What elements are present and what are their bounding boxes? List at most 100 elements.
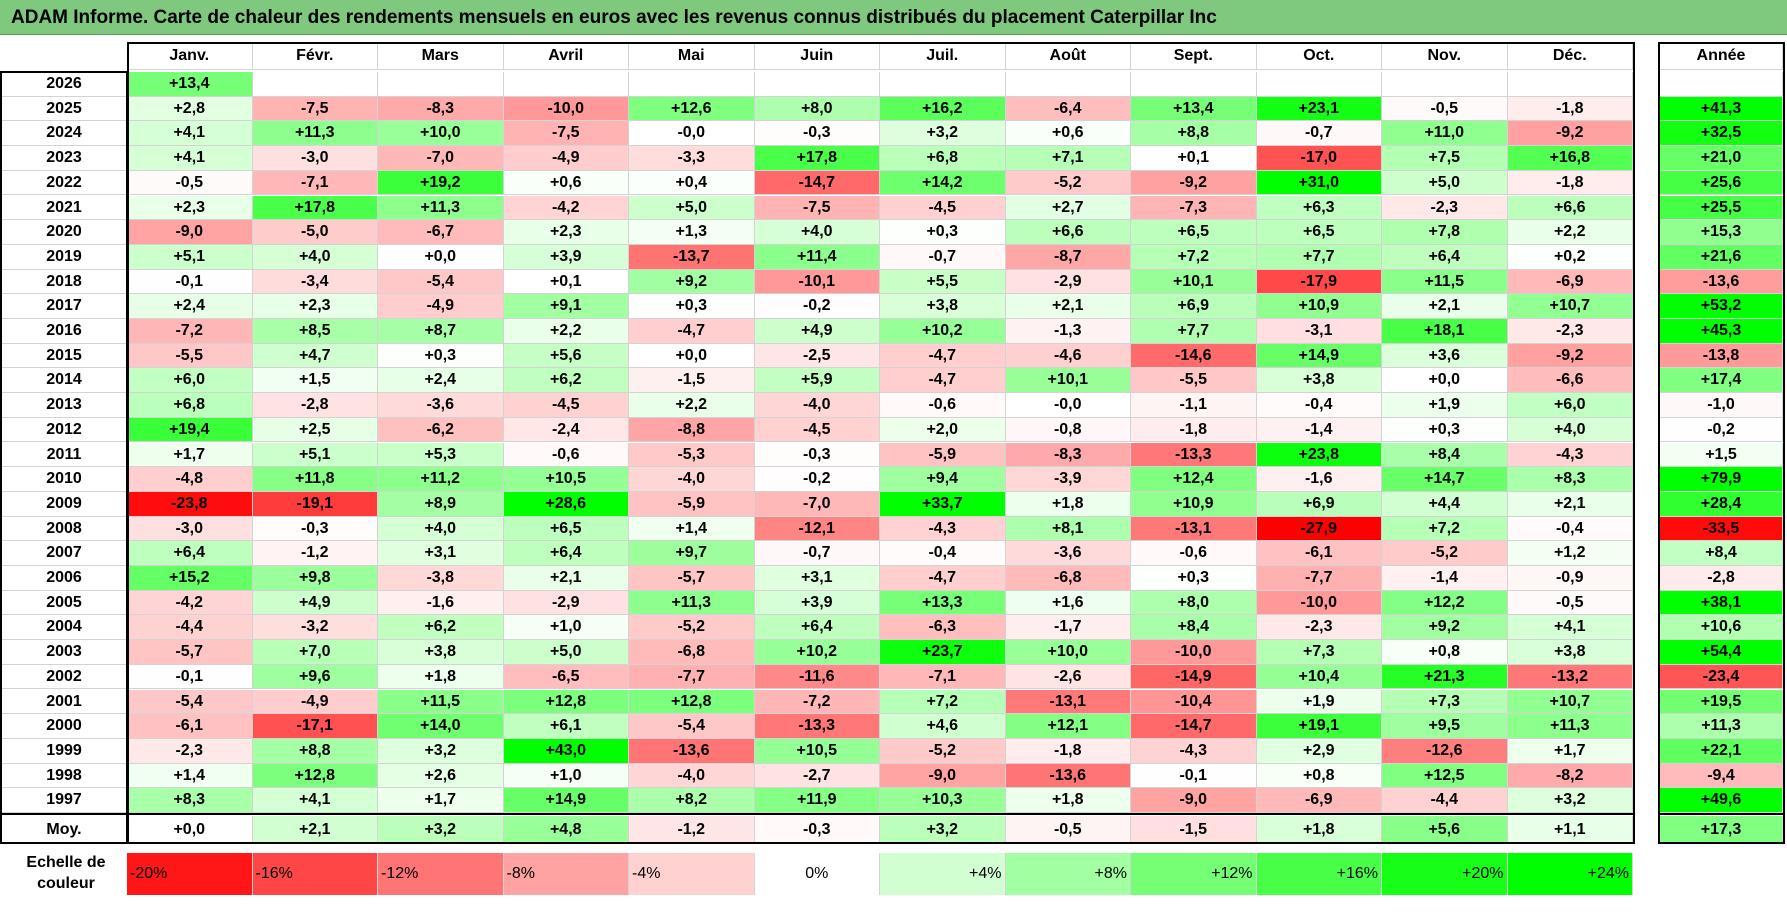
heatmap-cell: +1,7	[127, 442, 253, 468]
heatmap-cell: -5,0	[252, 220, 378, 245]
heatmap-cell: -10,1	[754, 269, 880, 295]
heatmap-cell: -4,5	[503, 393, 629, 418]
heatmap-cell: +7,8	[1382, 220, 1508, 245]
heatmap-cell: -0,7	[880, 244, 1006, 270]
heatmap-cell: -6,4	[1005, 96, 1131, 122]
scale-swatch: -4%	[629, 853, 755, 895]
annual-cell: -13,8	[1660, 343, 1783, 369]
heatmap-cell: +6,4	[503, 541, 629, 566]
heatmap-cell: -3,6	[378, 393, 504, 418]
scale-swatch: +24%	[1507, 853, 1633, 895]
heatmap-cell: +12,1	[1005, 714, 1131, 739]
heatmap-cell: +1,8	[1005, 491, 1131, 517]
heatmap-cell: -10,0	[1256, 590, 1382, 616]
heatmap-cell: +7,1	[1005, 146, 1131, 171]
average-annual-cell: +17,3	[1660, 816, 1783, 843]
heatmap-cell: +11,3	[629, 590, 755, 616]
heatmap-cell: +10,4	[1256, 664, 1382, 690]
heatmap-cell: -1,4	[1382, 566, 1508, 591]
heatmap-cell: +0,3	[880, 220, 1006, 245]
year-label: 2023	[2, 146, 127, 171]
year-label: 2024	[2, 121, 127, 147]
year-label: 2005	[2, 590, 127, 616]
heatmap-cell: -6,7	[378, 220, 504, 245]
heatmap-cell: +3,8	[1507, 640, 1633, 665]
heatmap-cell	[629, 72, 755, 97]
heatmap-cell	[503, 72, 629, 97]
heatmap-cell: -13,1	[1131, 516, 1257, 542]
heatmap-cell: +8,8	[252, 738, 378, 764]
heatmap-cell: +4,0	[252, 244, 378, 270]
average-cell: -1,2	[629, 816, 755, 843]
heatmap-cell: +0,1	[1131, 146, 1257, 171]
heatmap-cell: -23,8	[127, 491, 253, 517]
heatmap-cell: +11,4	[754, 244, 880, 270]
heatmap-cell: +0,3	[378, 343, 504, 369]
heatmap-cell: -4,5	[880, 195, 1006, 221]
heatmap-cell: -5,4	[629, 714, 755, 739]
heatmap-cell: -5,2	[629, 615, 755, 641]
heatmap-cell: -5,3	[629, 442, 755, 468]
heatmap-cell: -2,8	[252, 393, 378, 418]
average-separator	[1658, 813, 1785, 815]
annual-cell: +54,4	[1660, 640, 1783, 665]
heatmap-cell: -8,8	[629, 417, 755, 443]
year-label: 2007	[2, 541, 127, 566]
heatmap-cell: +1,9	[1256, 689, 1382, 715]
heatmap-cell: -7,1	[252, 170, 378, 196]
heatmap-cell: -0,4	[1507, 516, 1633, 542]
heatmap-cell: +4,0	[754, 220, 880, 245]
heatmap-cell	[1256, 72, 1382, 97]
heatmap-cell: +6,8	[880, 146, 1006, 171]
heatmap-cell: +4,1	[127, 146, 253, 171]
heatmap-cell: -7,5	[503, 121, 629, 147]
heatmap-cell: +10,0	[378, 121, 504, 147]
heatmap-cell: +12,8	[503, 689, 629, 715]
heatmap-cell: +12,8	[252, 763, 378, 789]
heatmap-cell: -0,3	[754, 121, 880, 147]
heatmap-cell: -5,9	[629, 491, 755, 517]
heatmap-cell: +2,1	[1507, 491, 1633, 517]
heatmap-cell: -0,1	[127, 269, 253, 295]
heatmap-cell: -12,1	[754, 516, 880, 542]
annual-cell: +53,2	[1660, 294, 1783, 319]
heatmap-cell: -5,2	[880, 738, 1006, 764]
heatmap-cell: +1,8	[1005, 788, 1131, 813]
heatmap-cell: -4,6	[1005, 343, 1131, 369]
heatmap-cell: -8,2	[1507, 763, 1633, 789]
heatmap-cell: -4,3	[880, 516, 1006, 542]
heatmap-cell: +1,8	[378, 664, 504, 690]
year-label: 2009	[2, 491, 127, 517]
year-label: 2002	[2, 664, 127, 690]
average-cell: +1,1	[1507, 816, 1633, 843]
heatmap-cell: +13,4	[127, 72, 253, 97]
heatmap-cell: -17,9	[1256, 269, 1382, 295]
year-label: 2006	[2, 566, 127, 591]
average-cell: -0,5	[1005, 816, 1131, 843]
heatmap-cell: -0,1	[1131, 763, 1257, 789]
average-cell: +0,0	[127, 816, 253, 843]
heatmap-cell: -0,4	[1256, 393, 1382, 418]
heatmap-cell: -0,6	[880, 393, 1006, 418]
heatmap-cell: +11,2	[378, 467, 504, 492]
heatmap-cell: +3,2	[880, 121, 1006, 147]
annual-cell: +45,3	[1660, 319, 1783, 344]
heatmap-cell: -4,2	[503, 195, 629, 221]
month-header: Avril	[503, 42, 629, 70]
heatmap-cell: -1,1	[1131, 393, 1257, 418]
heatmap-cell: +23,1	[1256, 96, 1382, 122]
heatmap-cell: +2,2	[503, 319, 629, 344]
annual-cell: +1,5	[1660, 442, 1783, 468]
heatmap-cell: +3,2	[378, 738, 504, 764]
heatmap-cell: +1,6	[1005, 590, 1131, 616]
heatmap-cell: +0,2	[1507, 244, 1633, 270]
heatmap-cell: -7,1	[880, 664, 1006, 690]
heatmap-cell: +9,2	[1382, 615, 1508, 641]
heatmap-cell: +11,9	[754, 788, 880, 813]
month-header: Mars	[378, 42, 504, 70]
annual-cell: -33,5	[1660, 516, 1783, 542]
heatmap-cell: +2,2	[629, 393, 755, 418]
heatmap-cell: +8,4	[1131, 615, 1257, 641]
heatmap-cell: +9,1	[503, 294, 629, 319]
heatmap-cell: +10,0	[1005, 640, 1131, 665]
